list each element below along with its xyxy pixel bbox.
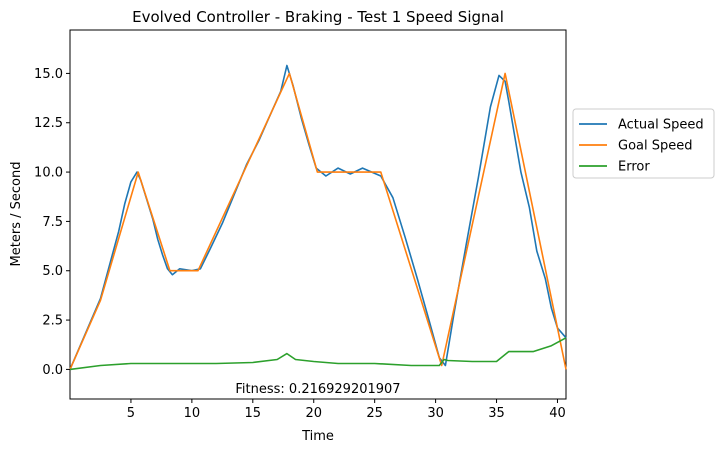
y-tick-label: 15.0	[34, 67, 63, 82]
chart-title: Evolved Controller - Braking - Test 1 Sp…	[132, 8, 504, 26]
x-tick-label: 5	[127, 406, 135, 421]
y-axis-label: Meters / Second	[9, 162, 24, 267]
y-tick-label: 2.5	[42, 314, 63, 329]
x-tick-label: 40	[549, 406, 566, 421]
x-tick-label: 10	[184, 406, 201, 421]
y-axis-ticks: 0.0 2.5 5.0 7.5 10.0 12.5 15.0	[34, 67, 70, 378]
y-tick-label: 0.0	[42, 363, 63, 378]
series-line-1	[69, 64, 567, 370]
x-tick-label: 30	[427, 406, 444, 421]
series-line-2	[69, 72, 567, 370]
fitness-annotation: Fitness: 0.216929201907	[235, 382, 400, 397]
legend-label-3: Error	[618, 160, 650, 175]
y-tick-label: 10.0	[34, 166, 63, 181]
legend-items: Actual Speed Goal Speed Error	[579, 118, 704, 175]
y-tick-label: 7.5	[42, 215, 63, 230]
x-tick-label: 20	[305, 406, 322, 421]
y-tick-label: 5.0	[42, 264, 63, 279]
legend-label-1: Actual Speed	[618, 118, 704, 133]
legend-label-2: Goal Speed	[618, 139, 693, 154]
legend-box	[572, 108, 715, 179]
legend: Actual Speed Goal Speed Error	[572, 108, 715, 179]
x-tick-label: 35	[488, 406, 505, 421]
x-axis-ticks: 5 10 15 20 25 30 35 40	[127, 399, 566, 421]
series-layer	[69, 64, 567, 371]
x-tick-label: 25	[366, 406, 383, 421]
plot-area	[69, 29, 567, 400]
x-tick-label: 15	[245, 406, 262, 421]
x-axis-label: Time	[301, 429, 334, 444]
y-tick-label: 12.5	[34, 116, 63, 131]
series-line-3	[69, 337, 567, 371]
